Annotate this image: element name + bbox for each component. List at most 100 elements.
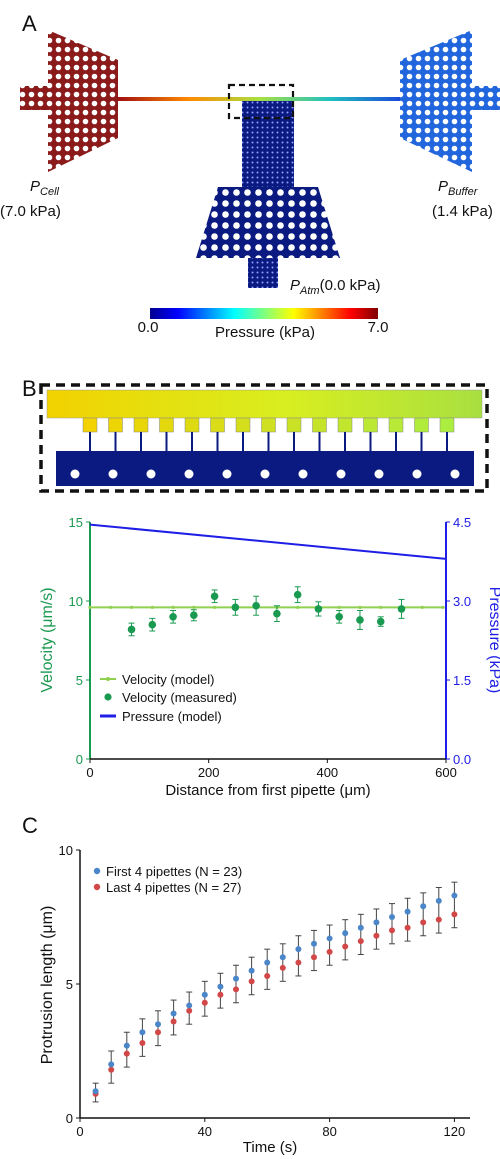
- velocity-model-point: [129, 605, 134, 609]
- pipette-head: [337, 417, 353, 433]
- last-pipettes-point: [139, 1039, 146, 1046]
- pipette-head: [159, 417, 174, 433]
- velocity-measured-point: [293, 590, 302, 599]
- pipette-head: [439, 417, 455, 433]
- chart-c: Time (s) Protrusion length (μm) 0 40 80 120…: [39, 843, 470, 1156]
- chart-b-ytick-right-label: 1.5: [453, 673, 471, 688]
- velocity-model-point: [296, 605, 300, 609]
- first-pipettes-point: [435, 897, 442, 904]
- first-pipettes-point: [295, 946, 302, 953]
- chart-c-ytick-label: 10: [59, 843, 73, 858]
- velocity-measured-point: [127, 625, 136, 634]
- last-pipettes-point: [201, 999, 208, 1006]
- first-pipettes-point: [279, 954, 286, 961]
- velocity-model-point: [109, 605, 113, 609]
- channel-diagram: [20, 30, 500, 288]
- colorbar-title: Pressure (kPa): [215, 324, 315, 341]
- chart-b-xtick-label: 0: [86, 765, 93, 780]
- velocity-model-point: [192, 605, 196, 609]
- chart-b-ytick-left-label: 10: [69, 594, 83, 609]
- detail-hole: [222, 469, 232, 479]
- cell-pressure-label: PCell (7.0 kPa): [0, 178, 61, 220]
- first-pipettes-point: [217, 983, 224, 990]
- last-pipettes-point: [389, 927, 395, 934]
- first-pipettes-point: [186, 1002, 193, 1009]
- detail-lower-channel: [56, 451, 474, 486]
- pipette-head: [108, 417, 123, 433]
- velocity-model-point: [171, 605, 175, 609]
- zoom-box: [227, 83, 295, 120]
- pipette-head: [286, 417, 302, 433]
- first-pipettes-point: [201, 991, 208, 998]
- velocity-measured-point: [273, 609, 281, 618]
- legend-label: Last 4 pipettes (N = 27): [106, 880, 242, 895]
- chart-b-xtick-label: 600: [435, 765, 457, 780]
- detail-hole: [298, 469, 308, 479]
- velocity-measured-point: [397, 605, 406, 613]
- legend-label: Velocity (measured): [122, 690, 237, 705]
- first-pipettes-point: [342, 930, 349, 937]
- buffer-outlet: [472, 86, 500, 110]
- pipette-head: [388, 417, 404, 433]
- last-pipettes-point: [404, 924, 411, 931]
- first-pipettes-point: [139, 1029, 146, 1036]
- chart-c-ytick-label: 5: [66, 977, 73, 992]
- last-pipettes-point: [155, 1029, 161, 1036]
- detail-dashed-frame: [39, 383, 489, 493]
- atm-reservoir: [196, 187, 340, 258]
- velocity-measured-point: [169, 613, 177, 621]
- colorbar-min: 0.0: [138, 319, 159, 336]
- pipette-head: [363, 417, 378, 433]
- pipette-head: [210, 417, 225, 433]
- svg-text:PAtm(0.0 kPa): PAtm(0.0 kPa): [290, 277, 380, 297]
- legend-label: Pressure (model): [122, 709, 222, 724]
- legend-swatch: [93, 883, 101, 891]
- last-pipettes-point: [420, 919, 427, 926]
- chart-b-ytick-right-label: 3.0: [453, 594, 471, 609]
- buffer-pressure-value: (1.4 kPa): [432, 203, 493, 220]
- last-pipettes-point: [233, 986, 239, 993]
- atm-outlet: [248, 258, 278, 288]
- velocity-measured-point: [231, 603, 240, 612]
- last-pipettes-point: [435, 916, 442, 923]
- velocity-model-point: [379, 605, 383, 609]
- cell-reservoir: [48, 30, 118, 172]
- buffer-reservoir: [400, 30, 472, 172]
- last-pipettes-point: [248, 978, 255, 985]
- detail-hole: [108, 469, 118, 479]
- chart-b-ytick-left-label: 5: [76, 673, 83, 688]
- detail-hole: [374, 469, 384, 479]
- detail-hole: [336, 469, 346, 479]
- first-pipettes-point: [108, 1061, 115, 1068]
- last-pipettes-point: [186, 1007, 193, 1014]
- velocity-measured-point: [376, 617, 385, 626]
- last-pipettes-point: [342, 943, 349, 950]
- colorbar: [150, 308, 378, 319]
- first-pipettes-point: [389, 914, 395, 920]
- chart-c-xtick-label: 40: [198, 1124, 212, 1139]
- velocity-model-point: [441, 605, 445, 609]
- last-pipettes-point: [311, 954, 317, 961]
- chart-b-ytick-left-label: 15: [69, 515, 83, 530]
- detail-hole: [450, 469, 460, 479]
- pipette-head: [133, 417, 149, 433]
- panel-b-letter: B: [22, 376, 37, 401]
- svg-text:PCell: PCell: [30, 178, 60, 198]
- last-pipettes-point: [217, 991, 224, 998]
- atm-pressure-label: PAtm(0.0 kPa): [290, 277, 380, 297]
- velocity-measured-point: [148, 620, 157, 629]
- last-pipettes-point: [264, 972, 271, 979]
- chart-c-xtick-label: 0: [76, 1124, 83, 1139]
- velocity-measured-point: [356, 616, 364, 624]
- chart-b: Distance from first pipette (μm) Velocit…: [39, 515, 500, 799]
- legend-velocity-measured-swatch: [104, 693, 112, 701]
- velocity-model-point: [358, 605, 362, 609]
- last-pipettes-point: [373, 932, 380, 939]
- chart-b-ylabel-right: Pressure (kPa): [486, 587, 500, 694]
- first-pipettes-point: [264, 959, 271, 966]
- detail-channel: [46, 389, 483, 419]
- chart-c-ylabel: Protrusion length (μm): [39, 906, 56, 1065]
- pipette-head: [261, 417, 276, 433]
- last-pipettes-point: [451, 911, 458, 918]
